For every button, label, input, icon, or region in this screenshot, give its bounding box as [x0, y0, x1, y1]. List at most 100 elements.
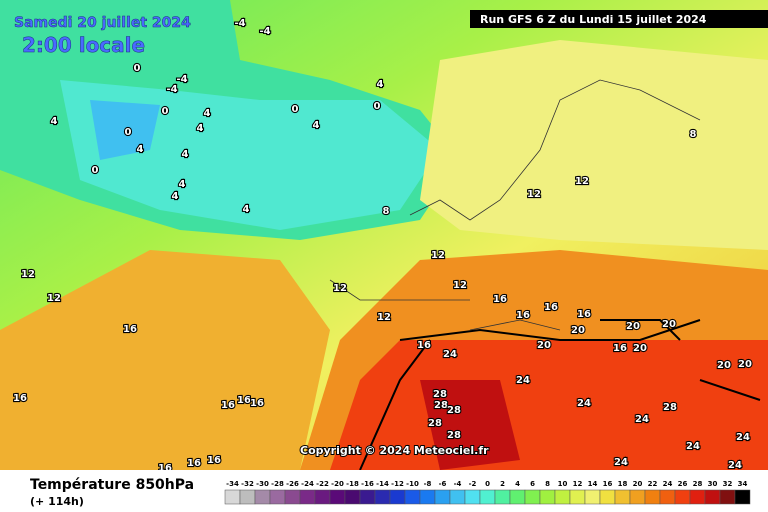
scale-swatch [254, 489, 271, 505]
scale-label: 32 [723, 480, 733, 488]
scale-swatch [584, 489, 601, 505]
footer-title: Température 850hPa [30, 477, 194, 493]
scale-swatch [599, 489, 616, 505]
contour-label: 16 [516, 310, 530, 321]
contour-label: 8 [383, 206, 390, 217]
scale-label: 2 [500, 480, 505, 488]
contour-label: 16 [221, 400, 235, 411]
contour-label: 28 [447, 405, 461, 416]
scale-swatch [629, 489, 646, 505]
scale-swatch [389, 489, 406, 505]
scale-swatch [344, 489, 361, 505]
scale-label: -4 [454, 480, 462, 488]
contour-label: 28 [434, 400, 448, 411]
contour-label: 12 [527, 189, 541, 200]
scale-swatch [689, 489, 706, 505]
contour-label: 4 [172, 191, 179, 202]
contour-label: 24 [614, 457, 628, 468]
contour-label: 16 [544, 302, 558, 313]
scale-swatch [659, 489, 676, 505]
contour-label: 24 [516, 375, 530, 386]
contour-label: 4 [137, 144, 144, 155]
contour-label: 12 [575, 176, 589, 187]
contour-label: 16 [13, 393, 27, 404]
contour-label: 4 [51, 116, 58, 127]
scale-swatch [539, 489, 556, 505]
scale-label: 16 [603, 480, 613, 488]
contour-label: 4 [179, 179, 186, 190]
scale-label: 10 [558, 480, 568, 488]
contour-label: 16 [187, 458, 201, 469]
contour-label: 12 [47, 293, 61, 304]
contour-label: 16 [123, 324, 137, 335]
scale-label: -2 [469, 480, 477, 488]
color-scale: -34 -32 -30 -28 -26 -24 -22 -20 -18 -16 -14 -12 -10-… [224, 480, 751, 505]
scale-label: 6 [530, 480, 535, 488]
scale-label: 8 [545, 480, 550, 488]
contour-label: 0 [292, 104, 299, 115]
contour-label: -4 [234, 18, 245, 29]
contour-label: 0 [374, 101, 381, 112]
scale-swatch [224, 489, 241, 505]
scale-label: 24 [663, 480, 673, 488]
hot-zone [0, 250, 330, 470]
scale-swatch [269, 489, 286, 505]
scale-label: -32 [241, 480, 254, 488]
contour-label: 24 [443, 349, 457, 360]
scale-swatch [524, 489, 541, 505]
scale-label: -14 [376, 480, 389, 488]
contour-label: 28 [433, 389, 447, 400]
contour-label: -4 [166, 84, 177, 95]
scale-label: 20 [633, 480, 643, 488]
scale-swatch [479, 489, 496, 505]
contour-label: 16 [417, 340, 431, 351]
contour-label: 24 [736, 432, 750, 443]
scale-swatch [299, 489, 316, 505]
contour-label: 0 [162, 106, 169, 117]
date: Samedi 20 juillet 2024 [14, 15, 191, 31]
contour-label: 24 [635, 414, 649, 425]
contour-label: 4 [313, 120, 320, 131]
scale-swatch [419, 489, 436, 505]
scale-swatch [704, 489, 721, 505]
contour-label: 16 [250, 398, 264, 409]
contour-label: 24 [577, 398, 591, 409]
contour-label: 28 [428, 418, 442, 429]
contour-label: 8 [690, 129, 697, 140]
scale-label: -10 [406, 480, 419, 488]
scale-label: -24 [301, 480, 314, 488]
scale-swatch [359, 489, 376, 505]
contour-label: 4 [182, 149, 189, 160]
contour-label: 16 [237, 395, 251, 406]
contour-label: 16 [207, 455, 221, 466]
scale-label: -16 [361, 480, 374, 488]
scale-label: -30 [256, 480, 269, 488]
scale-label: 28 [693, 480, 703, 488]
contour-label: 16 [493, 294, 507, 305]
scale-label: -8 [424, 480, 432, 488]
scale-swatch [674, 489, 691, 505]
scale-swatch [374, 489, 391, 505]
scale-label: 14 [588, 480, 598, 488]
contour-label: 20 [738, 359, 752, 370]
scale-swatch [284, 489, 301, 505]
scale-swatch [719, 489, 736, 505]
contour-label: 20 [633, 343, 647, 354]
run-banner [470, 10, 768, 28]
scale-label: 22 [648, 480, 658, 488]
contour-label: 24 [686, 441, 700, 452]
contour-label: 4 [197, 123, 204, 134]
scale-swatch [734, 489, 751, 505]
contour-label: 0 [134, 63, 141, 74]
scale-label: -12 [391, 480, 404, 488]
scale-label: 26 [678, 480, 688, 488]
scale-swatch [239, 489, 256, 505]
scale-swatch [644, 489, 661, 505]
contour-label: -4 [259, 26, 270, 37]
contour-label: 0 [125, 127, 132, 138]
contour-label: 12 [21, 269, 35, 280]
scale-swatch [614, 489, 631, 505]
run-info: Run GFS 6 Z du Lundi 15 juillet 2024 [480, 13, 707, 26]
contour-label: 24 [728, 460, 742, 471]
